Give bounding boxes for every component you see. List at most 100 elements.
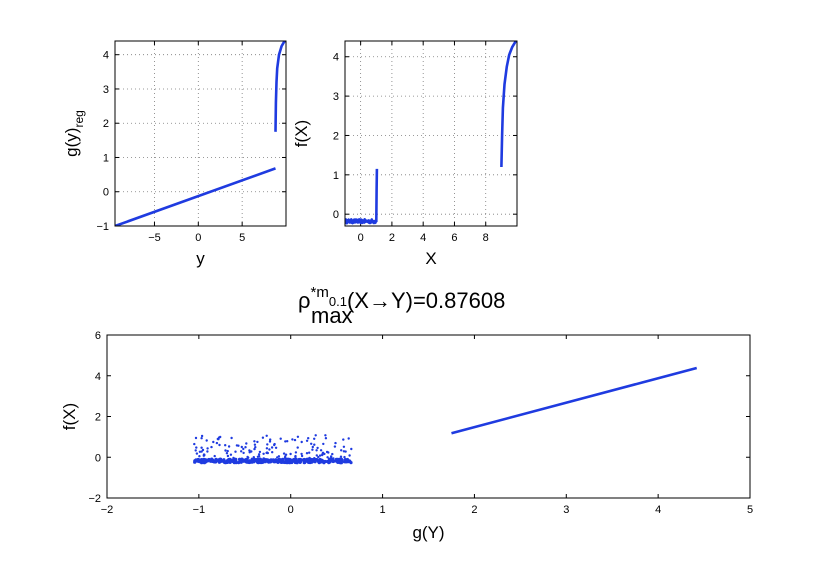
series-line-1	[345, 218, 378, 225]
scatter-point	[214, 459, 218, 463]
x-axis-label: g(Y)	[412, 523, 444, 542]
chart-title: ρ*m0.1(X→Y)=0.87608	[298, 284, 505, 313]
scatter-point	[344, 459, 348, 463]
y-tick-label: −2	[88, 493, 101, 505]
scatter-point	[300, 440, 303, 444]
scatter-point	[332, 457, 335, 460]
scatter-point	[265, 447, 269, 450]
scatter-point	[201, 448, 205, 452]
scatter-point	[254, 446, 257, 449]
scatter-point	[246, 455, 249, 459]
scatter-point	[339, 457, 343, 461]
scatter-point	[206, 458, 210, 462]
scatter-point	[344, 450, 347, 453]
scatter-point	[268, 448, 271, 451]
scatter-point	[222, 458, 226, 462]
scatter-point	[350, 447, 353, 451]
scatter-point	[342, 445, 346, 448]
scatter-point	[248, 449, 251, 452]
x-tick-label: 4	[420, 232, 426, 244]
y-tick-label: 6	[95, 330, 101, 342]
scatter-point	[327, 451, 330, 454]
series-line-2	[274, 41, 286, 132]
scatter-point	[333, 445, 337, 448]
scatter-point	[313, 437, 316, 440]
axes-frame	[344, 40, 518, 227]
scatter-point	[274, 458, 277, 461]
scatter-point	[234, 450, 237, 453]
scatter-point	[257, 453, 261, 456]
scatter-point	[295, 461, 299, 465]
x-tick-label: 1	[380, 504, 386, 516]
scatter-point	[256, 460, 260, 464]
scatter-point	[194, 458, 198, 462]
scatter-point	[197, 460, 202, 464]
scatter-point	[317, 455, 320, 459]
scatter-point	[286, 440, 289, 443]
scatter-point	[300, 454, 304, 458]
axes-frame	[106, 334, 751, 499]
scatter-point	[331, 452, 334, 456]
scatter-point	[299, 458, 303, 462]
scatter-point	[316, 446, 319, 450]
y-tick-label: 0	[103, 187, 109, 199]
scatter-point	[269, 438, 272, 441]
scatter-point	[218, 443, 221, 447]
x-tick-label: 5	[747, 504, 753, 516]
scatter-point	[339, 455, 343, 458]
scatter-point	[200, 446, 203, 449]
scatter-point	[268, 440, 272, 443]
scatter-point	[250, 457, 254, 460]
scatter-point	[256, 440, 259, 444]
scatter-point	[261, 436, 265, 439]
scatter-point	[311, 445, 314, 449]
scatter-point	[262, 457, 265, 460]
scatter-point	[294, 454, 297, 458]
scatter-point	[270, 446, 274, 449]
scatter-point	[200, 434, 204, 438]
x-tick-label: 4	[655, 504, 661, 516]
scatter-point	[347, 437, 350, 440]
scatter-point	[323, 452, 326, 456]
scatter-point	[273, 442, 276, 446]
y-tick-label: 1	[103, 152, 109, 164]
scatter-point	[313, 443, 316, 446]
scatter-point	[275, 460, 279, 464]
scatter-point	[294, 457, 298, 461]
scatter-point	[225, 452, 229, 455]
scatter-point	[198, 455, 201, 458]
scatter-point	[262, 452, 265, 455]
scatter-point	[308, 456, 311, 460]
scatter-point	[276, 456, 279, 459]
y-axis-label: f(X)	[292, 120, 311, 147]
scatter-point	[242, 451, 245, 455]
scatter-point	[294, 451, 298, 454]
scatter-point	[206, 447, 209, 450]
scatter-point	[291, 438, 294, 441]
scatter-point	[331, 459, 335, 464]
scatter-point	[336, 460, 340, 464]
x-tick-label: 0	[358, 232, 364, 244]
scatter-point	[239, 459, 243, 463]
x-tick-label: 5	[239, 232, 245, 244]
scatter-point	[284, 453, 288, 456]
scatter-point	[230, 436, 233, 440]
scatter-point	[315, 454, 318, 457]
scatter-point	[342, 438, 345, 441]
chart-3: −2 −1 0 1 2 3 4 5 −2 0 2 4 6 g(Y) f(X) ρ*m0.1(X→Y)=0.87…	[60, 284, 753, 542]
scatter-point	[200, 437, 203, 440]
scatter-point	[348, 454, 351, 457]
chart-title-subscript: max	[311, 303, 353, 328]
scatter-point	[265, 434, 268, 437]
scatter-point	[266, 443, 269, 446]
scatter-point	[326, 456, 329, 459]
plot-area	[193, 366, 698, 465]
scatter-point	[310, 460, 314, 464]
scatter-point	[202, 453, 206, 456]
scatter-point	[339, 461, 343, 465]
scatter-point	[289, 452, 292, 456]
scatter-point	[224, 444, 227, 447]
y-tick-label: 3	[333, 91, 339, 103]
scatter-point	[210, 459, 214, 463]
